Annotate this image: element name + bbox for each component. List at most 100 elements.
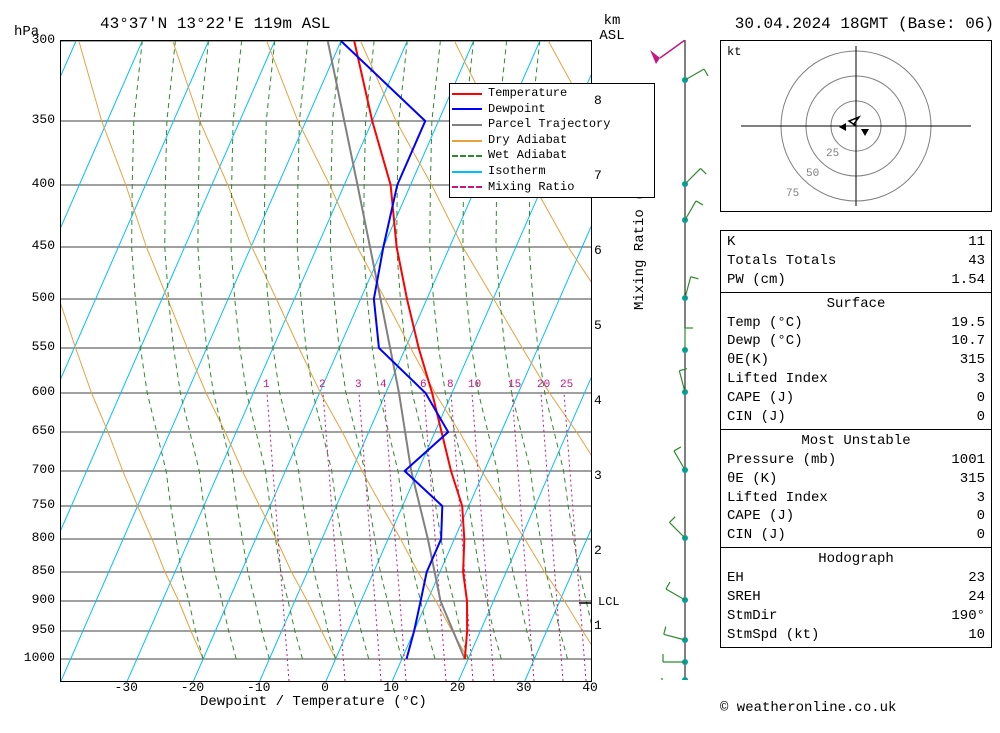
altitude-tick: 2 — [594, 543, 602, 558]
index-key: Pressure (mb) — [727, 451, 836, 470]
altitude-tick: 6 — [594, 243, 602, 258]
most-unstable-section: Most Unstable Pressure (mb)1001θE (K)315… — [721, 430, 991, 548]
pressure-tick: 450 — [15, 238, 55, 253]
index-value: 0 — [977, 526, 985, 545]
hodograph-section: Hodograph EH23SREH24StmDir190°StmSpd (kt… — [721, 548, 991, 646]
pressure-tick: 600 — [15, 384, 55, 399]
index-row: CIN (J) 0 — [727, 526, 985, 545]
index-key: Lifted Index — [727, 489, 828, 508]
chart-legend: TemperatureDewpointParcel TrajectoryDry … — [449, 83, 655, 198]
mixing-ratio-label: 2 — [319, 379, 326, 391]
lcl-label: LCL — [598, 595, 620, 609]
legend-label: Dewpoint — [488, 102, 546, 118]
index-value: 43 — [968, 252, 985, 271]
index-key: EH — [727, 569, 744, 588]
index-key: Temp (°C) — [727, 314, 803, 333]
index-key: Totals Totals — [727, 252, 836, 271]
pressure-tick: 400 — [15, 176, 55, 191]
index-value: 19.5 — [951, 314, 985, 333]
index-key: K — [727, 233, 735, 252]
index-key: CIN (J) — [727, 526, 786, 545]
pressure-tick: 500 — [15, 290, 55, 305]
index-value: 3 — [977, 489, 985, 508]
legend-label: Parcel Trajectory — [488, 117, 610, 133]
index-key: StmDir — [727, 607, 777, 626]
altitude-tick: 7 — [594, 168, 602, 183]
legend-entry: Parcel Trajectory — [452, 117, 652, 133]
index-key: SREH — [727, 588, 761, 607]
index-key: θE(K) — [727, 351, 769, 370]
legend-entry: Wet Adiabat — [452, 148, 652, 164]
altitude-tick: 4 — [594, 393, 602, 408]
surface-section: Surface Temp (°C) 19.5 Dewp (°C) 10.7 θE(K) 3… — [721, 293, 991, 430]
index-value: 3 — [977, 370, 985, 389]
legend-label: Mixing Ratio — [488, 180, 574, 196]
legend-label: Temperature — [488, 86, 567, 102]
pressure-tick: 550 — [15, 339, 55, 354]
temperature-tick: -20 — [181, 680, 204, 695]
index-value: 24 — [968, 588, 985, 607]
temperature-tick: 40 — [582, 680, 598, 695]
index-row: SREH 24 — [727, 588, 985, 607]
surface-header: Surface — [727, 295, 985, 314]
mixing-ratio-label: 20 — [537, 379, 550, 391]
legend-label: Dry Adiabat — [488, 133, 567, 149]
index-row: Temp (°C) 19.5 — [727, 314, 985, 333]
temperature-tick: -10 — [247, 680, 270, 695]
index-value: 190° — [951, 607, 985, 626]
legend-entry: Mixing Ratio — [452, 180, 652, 196]
pressure-tick: 300 — [15, 32, 55, 47]
index-row: PW (cm) 1.54 — [727, 271, 985, 290]
copyright-text: © weatheronline.co.uk — [720, 700, 896, 716]
temperature-tick: 10 — [383, 680, 399, 695]
legend-entry: Dewpoint — [452, 102, 652, 118]
index-row: θE(K) 315 — [727, 351, 985, 370]
skewt-container: 43°37'N 13°22'E 119m ASL 30.04.2024 18GM… — [0, 0, 1000, 733]
indices-panel: K11Totals Totals 43 PW (cm) 1.54 Surface Te… — [720, 230, 992, 648]
temperature-tick: 30 — [516, 680, 532, 695]
mixing-ratio-label: 4 — [380, 379, 387, 391]
index-key: CAPE (J) — [727, 389, 794, 408]
index-row: StmSpd (kt)10 — [727, 626, 985, 645]
index-value: 0 — [977, 389, 985, 408]
temperature-tick: -30 — [115, 680, 138, 695]
index-key: θE (K) — [727, 470, 777, 489]
legend-entry: Isotherm — [452, 164, 652, 180]
location-title: 43°37'N 13°22'E 119m ASL — [100, 15, 330, 33]
skewt-chart: TemperatureDewpointParcel TrajectoryDry … — [60, 40, 592, 682]
pressure-tick: 900 — [15, 592, 55, 607]
pressure-tick: 800 — [15, 530, 55, 545]
temperature-tick: 0 — [321, 680, 329, 695]
index-row: Dewp (°C) 10.7 — [727, 332, 985, 351]
index-row: Lifted Index 3 — [727, 370, 985, 389]
index-row: CIN (J)0 — [727, 408, 985, 427]
stability-section: K11Totals Totals 43 PW (cm) 1.54 — [721, 231, 991, 293]
index-row: Totals Totals 43 — [727, 252, 985, 271]
mixing-ratio-label: 8 — [447, 379, 454, 391]
index-key: StmSpd (kt) — [727, 626, 819, 645]
index-key: Dewp (°C) — [727, 332, 803, 351]
svg-text:50: 50 — [806, 168, 819, 180]
pressure-tick: 950 — [15, 622, 55, 637]
altitude-tick: 1 — [594, 618, 602, 633]
index-row: CAPE (J)0 — [727, 507, 985, 526]
pressure-tick: 1000 — [15, 650, 55, 665]
legend-entry: Dry Adiabat — [452, 133, 652, 149]
index-key: Lifted Index — [727, 370, 828, 389]
index-value: 10.7 — [951, 332, 985, 351]
index-value: 1.54 — [951, 271, 985, 290]
index-row: K11 — [727, 233, 985, 252]
index-value: 1001 — [951, 451, 985, 470]
index-value: 315 — [960, 351, 985, 370]
datetime-title: 30.04.2024 18GMT (Base: 06) — [735, 15, 994, 33]
hodograph-unit-label: kt — [727, 45, 741, 59]
pressure-tick: 700 — [15, 462, 55, 477]
index-key: PW (cm) — [727, 271, 786, 290]
index-row: StmDir 190° — [727, 607, 985, 626]
hodograph-header: Hodograph — [727, 550, 985, 569]
legend-entry: Temperature — [452, 86, 652, 102]
index-row: θE (K)315 — [727, 470, 985, 489]
legend-label: Wet Adiabat — [488, 148, 567, 164]
mixing-ratio-label: 25 — [560, 379, 573, 391]
pressure-tick: 350 — [15, 112, 55, 127]
